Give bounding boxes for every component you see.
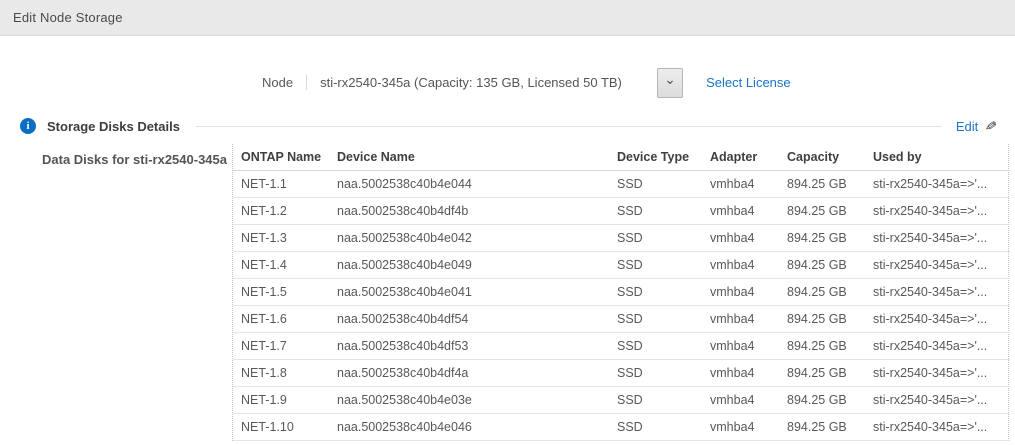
column-header-adapter: Adapter: [702, 144, 779, 171]
table-cell: vmhba4: [702, 386, 779, 414]
data-disks-table-wrap: ONTAP Name Device Name Device Type Adapter C…: [232, 144, 1010, 441]
table-cell: NET-1.1: [233, 170, 329, 198]
table-cell: SSD: [609, 197, 702, 225]
table-cell: vmhba4: [702, 305, 779, 333]
table-cell: SSD: [609, 170, 702, 198]
table-row[interactable]: NET-1.8 naa.5002538c40b4df4a SSD vmhba4 894.…: [233, 359, 1010, 387]
table-cell: SSD: [609, 386, 702, 414]
table-cell: sti-rx2540-345a=>'...: [865, 359, 1010, 387]
table-cell: NET-1.5: [233, 278, 329, 306]
info-icon: [20, 118, 36, 134]
table-row[interactable]: NET-1.9 naa.5002538c40b4e03e SSD vmhba4 894.…: [233, 386, 1010, 414]
table-cell: NET-1.8: [233, 359, 329, 387]
table-cell: vmhba4: [702, 170, 779, 198]
section-divider: [195, 125, 942, 127]
table-cell: naa.5002538c40b4e042: [329, 224, 609, 252]
table-cell: vmhba4: [702, 251, 779, 279]
table-row[interactable]: NET-1.10 naa.5002538c40b4e046 SSD vmhba4 894…: [233, 413, 1010, 441]
table-cell: NET-1.4: [233, 251, 329, 279]
table-cell: SSD: [609, 278, 702, 306]
table-cell: SSD: [609, 305, 702, 333]
column-header-device-name: Device Name: [329, 144, 609, 171]
table-row[interactable]: NET-1.7 naa.5002538c40b4df53 SSD vmhba4 894.…: [233, 332, 1010, 360]
table-cell: NET-1.9: [233, 386, 329, 414]
table-row[interactable]: NET-1.1 naa.5002538c40b4e044 SSD vmhba4 894.…: [233, 170, 1010, 198]
table-cell: SSD: [609, 332, 702, 360]
table-cell: sti-rx2540-345a=>'...: [865, 170, 1010, 198]
data-disks-zone: Data Disks for sti-rx2540-345a ONTAP Nam…: [0, 144, 1015, 441]
table-cell: naa.5002538c40b4df4a: [329, 359, 609, 387]
table-cell: 894.25 GB: [779, 197, 865, 225]
table-cell: sti-rx2540-345a=>'...: [865, 278, 1010, 306]
table-row[interactable]: NET-1.5 naa.5002538c40b4e041 SSD vmhba4 894.…: [233, 278, 1010, 306]
table-row[interactable]: NET-1.4 naa.5002538c40b4e049 SSD vmhba4 894.…: [233, 251, 1010, 279]
storage-disks-section-header: Storage Disks Details Edit: [0, 117, 1015, 135]
table-cell: sti-rx2540-345a=>'...: [865, 197, 1010, 225]
table-cell: sti-rx2540-345a=>'...: [865, 305, 1010, 333]
data-disks-table: ONTAP Name Device Name Device Type Adapter C…: [233, 144, 1010, 441]
table-cell: SSD: [609, 224, 702, 252]
table-cell: 894.25 GB: [779, 332, 865, 360]
table-cell: naa.5002538c40b4df53: [329, 332, 609, 360]
table-cell: 894.25 GB: [779, 386, 865, 414]
table-cell: 894.25 GB: [779, 170, 865, 198]
table-cell: vmhba4: [702, 224, 779, 252]
table-cell: sti-rx2540-345a=>'...: [865, 386, 1010, 414]
table-header-row: ONTAP Name Device Name Device Type Adapter C…: [233, 144, 1010, 171]
column-header-device-type: Device Type: [609, 144, 702, 171]
section-title: Storage Disks Details: [47, 118, 180, 134]
table-cell: NET-1.2: [233, 197, 329, 225]
data-disks-caption: Data Disks for sti-rx2540-345a: [42, 152, 227, 167]
table-cell: SSD: [609, 359, 702, 387]
table-cell: naa.5002538c40b4e049: [329, 251, 609, 279]
column-header-ontap-name: ONTAP Name: [233, 144, 329, 171]
table-cell: naa.5002538c40b4e044: [329, 170, 609, 198]
table-cell: NET-1.10: [233, 413, 329, 441]
node-selector-row: Node sti-rx2540-345a (Capacity: 135 GB, …: [0, 67, 1015, 98]
table-cell: vmhba4: [702, 197, 779, 225]
table-cell: vmhba4: [702, 332, 779, 360]
table-cell: vmhba4: [702, 359, 779, 387]
table-cell: sti-rx2540-345a=>'...: [865, 224, 1010, 252]
table-cell: 894.25 GB: [779, 278, 865, 306]
table-cell: naa.5002538c40b4e046: [329, 413, 609, 441]
select-license-link[interactable]: Select License: [706, 75, 791, 90]
chevron-down-icon: [664, 71, 676, 88]
edit-link[interactable]: Edit: [955, 118, 979, 134]
table-cell: sti-rx2540-345a=>'...: [865, 251, 1010, 279]
node-dropdown-button[interactable]: [657, 67, 684, 98]
page-title: Edit Node Storage: [13, 10, 123, 25]
node-select-value[interactable]: sti-rx2540-345a (Capacity: 135 GB, Licen…: [306, 75, 653, 90]
column-header-used-by: Used by: [865, 144, 1010, 171]
table-cell: sti-rx2540-345a=>'...: [865, 413, 1010, 441]
table-cell: 894.25 GB: [779, 413, 865, 441]
table-cell: naa.5002538c40b4df4b: [329, 197, 609, 225]
pencil-icon[interactable]: [985, 118, 997, 135]
table-row[interactable]: NET-1.6 naa.5002538c40b4df54 SSD vmhba4 894.…: [233, 305, 1010, 333]
table-cell: naa.5002538c40b4e03e: [329, 386, 609, 414]
table-cell: NET-1.6: [233, 305, 329, 333]
table-cell: NET-1.7: [233, 332, 329, 360]
table-cell: SSD: [609, 251, 702, 279]
table-cell: 894.25 GB: [779, 305, 865, 333]
table-row[interactable]: NET-1.2 naa.5002538c40b4df4b SSD vmhba4 894.…: [233, 197, 1010, 225]
node-label: Node: [262, 75, 294, 90]
table-cell: sti-rx2540-345a=>'...: [865, 332, 1010, 360]
table-cell: NET-1.3: [233, 224, 329, 252]
table-cell: naa.5002538c40b4e041: [329, 278, 609, 306]
dialog-title-bar: Edit Node Storage: [0, 0, 1015, 36]
table-cell: 894.25 GB: [779, 251, 865, 279]
table-cell: 894.25 GB: [779, 224, 865, 252]
table-cell: SSD: [609, 413, 702, 441]
table-cell: vmhba4: [702, 413, 779, 441]
table-cell: naa.5002538c40b4df54: [329, 305, 609, 333]
table-row[interactable]: NET-1.3 naa.5002538c40b4e042 SSD vmhba4 894.…: [233, 224, 1010, 252]
table-cell: 894.25 GB: [779, 359, 865, 387]
table-cell: vmhba4: [702, 278, 779, 306]
column-header-capacity: Capacity: [779, 144, 865, 171]
